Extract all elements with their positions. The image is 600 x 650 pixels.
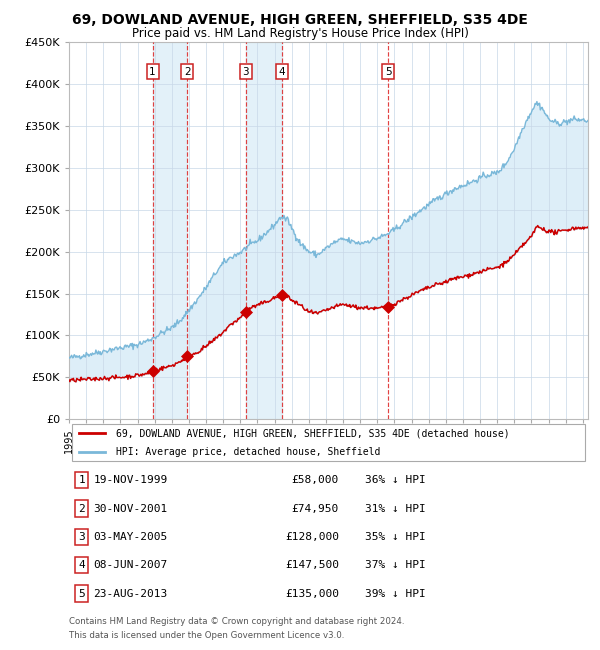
Text: HPI: Average price, detached house, Sheffield: HPI: Average price, detached house, Shef…	[116, 447, 380, 457]
Text: 30-NOV-2001: 30-NOV-2001	[94, 504, 167, 514]
Text: 3: 3	[242, 66, 249, 77]
Text: 37% ↓ HPI: 37% ↓ HPI	[365, 560, 425, 570]
Bar	[152, 42, 187, 419]
Text: Contains HM Land Registry data © Crown copyright and database right 2024.: Contains HM Land Registry data © Crown c…	[69, 618, 404, 627]
Text: 2: 2	[79, 504, 85, 514]
Text: 69, DOWLAND AVENUE, HIGH GREEN, SHEFFIELD, S35 4DE (detached house): 69, DOWLAND AVENUE, HIGH GREEN, SHEFFIEL…	[116, 428, 509, 438]
Text: £135,000: £135,000	[285, 589, 339, 599]
Text: 4: 4	[278, 66, 285, 77]
Text: £58,000: £58,000	[292, 475, 339, 485]
Text: 5: 5	[385, 66, 392, 77]
Text: 1: 1	[149, 66, 156, 77]
Text: 69, DOWLAND AVENUE, HIGH GREEN, SHEFFIELD, S35 4DE: 69, DOWLAND AVENUE, HIGH GREEN, SHEFFIEL…	[72, 13, 528, 27]
Text: 1: 1	[79, 475, 85, 485]
Text: 23-AUG-2013: 23-AUG-2013	[94, 589, 167, 599]
Text: 39% ↓ HPI: 39% ↓ HPI	[365, 589, 425, 599]
Bar	[246, 42, 282, 419]
Text: 03-MAY-2005: 03-MAY-2005	[94, 532, 167, 542]
Text: This data is licensed under the Open Government Licence v3.0.: This data is licensed under the Open Gov…	[69, 630, 344, 640]
Text: 3: 3	[79, 532, 85, 542]
FancyBboxPatch shape	[71, 424, 586, 462]
Text: £128,000: £128,000	[285, 532, 339, 542]
Text: 08-JUN-2007: 08-JUN-2007	[94, 560, 167, 570]
Text: 19-NOV-1999: 19-NOV-1999	[94, 475, 167, 485]
Text: 31% ↓ HPI: 31% ↓ HPI	[365, 504, 425, 514]
Text: 2: 2	[184, 66, 191, 77]
Text: £74,950: £74,950	[292, 504, 339, 514]
Text: 4: 4	[79, 560, 85, 570]
Text: £147,500: £147,500	[285, 560, 339, 570]
Text: 36% ↓ HPI: 36% ↓ HPI	[365, 475, 425, 485]
Text: 5: 5	[79, 589, 85, 599]
Text: 35% ↓ HPI: 35% ↓ HPI	[365, 532, 425, 542]
Text: Price paid vs. HM Land Registry's House Price Index (HPI): Price paid vs. HM Land Registry's House …	[131, 27, 469, 40]
